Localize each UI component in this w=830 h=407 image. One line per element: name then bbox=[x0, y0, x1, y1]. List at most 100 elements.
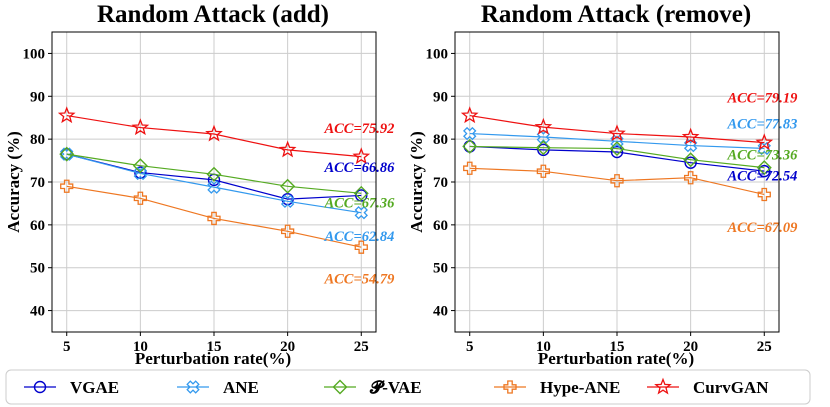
data-point-vgae bbox=[355, 189, 368, 202]
data-point-curvgan bbox=[460, 106, 479, 124]
y-tick-label: 60 bbox=[433, 218, 448, 234]
chart-random-attack-remove: Random Attack (remove) ACC=79.19 ACC=77.8… bbox=[407, 1, 798, 368]
legend-item-vgae: VGAE bbox=[24, 378, 119, 397]
accuracy-annotation: ACC=54.79 bbox=[323, 272, 394, 288]
accuracy-annotation: ACC=67.36 bbox=[323, 196, 395, 212]
legend-marker-p-vae bbox=[332, 379, 348, 395]
series-line-p-vae bbox=[469, 145, 765, 169]
data-point-hype-ane bbox=[354, 240, 368, 254]
series-line-hype-ane bbox=[469, 167, 765, 196]
data-point-hype-ane bbox=[60, 179, 74, 193]
data-point-curvgan bbox=[608, 124, 626, 142]
data-point-p-vae bbox=[756, 160, 772, 176]
data-point-vgae bbox=[684, 156, 697, 169]
y-tick-label: 100 bbox=[23, 46, 46, 62]
x-axis-label: Perturbation rate(%) bbox=[135, 349, 291, 368]
data-point-vgae bbox=[758, 164, 771, 178]
series-curvgan bbox=[57, 106, 371, 165]
series-curvgan bbox=[460, 106, 774, 151]
legend-label: VGAE bbox=[70, 378, 119, 397]
legend-marker-vgae bbox=[33, 380, 47, 394]
data-point-p-vae bbox=[353, 185, 369, 201]
x-tick-label: 20 bbox=[280, 339, 295, 355]
legend-item-hype-ane: Hype-ANE bbox=[494, 378, 620, 397]
y-tick-label: 50 bbox=[30, 261, 45, 277]
plot-frame bbox=[51, 31, 377, 333]
data-point-ane bbox=[683, 138, 698, 153]
y-tick-label: 40 bbox=[30, 304, 45, 320]
data-point-hype-ane bbox=[536, 164, 551, 178]
data-point-ane bbox=[280, 194, 295, 209]
y-tick-label: 80 bbox=[433, 132, 448, 148]
data-point-ane bbox=[463, 126, 477, 141]
y-tick-label: 50 bbox=[433, 261, 448, 277]
data-point-hype-ane bbox=[280, 224, 295, 238]
legend-frame bbox=[5, 369, 811, 405]
y-tick-label: 90 bbox=[433, 89, 448, 105]
data-point-vgae bbox=[610, 145, 624, 159]
data-point-vgae bbox=[60, 147, 73, 161]
data-point-p-vae bbox=[132, 158, 148, 174]
series-line-curvgan bbox=[66, 114, 362, 158]
data-point-p-vae bbox=[206, 166, 222, 182]
accuracy-annotation: ACC=62.84 bbox=[323, 229, 394, 245]
data-point-curvgan bbox=[352, 147, 371, 165]
accuracy-annotation: ACC=77.83 bbox=[726, 116, 797, 132]
legend-marker-hype-ane bbox=[503, 380, 517, 394]
legend-marker-curvgan bbox=[654, 377, 672, 395]
legend-label: ANE bbox=[223, 378, 259, 397]
data-point-p-vae bbox=[59, 146, 75, 162]
accuracy-annotation: ACC=79.19 bbox=[726, 91, 797, 107]
series-hype-ane bbox=[60, 179, 368, 254]
legend-item-ane: ANE bbox=[177, 378, 259, 397]
accuracy-annotation: ACC=73.36 bbox=[726, 147, 798, 163]
y-tick-label: 70 bbox=[30, 175, 45, 191]
y-axis-label: Accuracy (%) bbox=[4, 131, 23, 233]
legend-label: Hype-ANE bbox=[540, 378, 620, 397]
legend-marker-ane bbox=[186, 380, 200, 394]
legend-item-p-vae: 𝓟-VAE bbox=[324, 378, 422, 397]
data-point-vgae bbox=[537, 143, 550, 157]
data-point-curvgan bbox=[131, 118, 150, 136]
x-tick-label: 5 bbox=[63, 339, 71, 355]
data-point-curvgan bbox=[534, 117, 553, 135]
data-point-hype-ane bbox=[683, 171, 698, 185]
y-tick-label: 80 bbox=[30, 132, 45, 148]
data-point-hype-ane bbox=[610, 174, 624, 188]
data-point-ane bbox=[354, 205, 368, 220]
data-point-p-vae bbox=[683, 152, 699, 168]
y-axis-label: Accuracy (%) bbox=[407, 131, 426, 233]
y-tick-label: 60 bbox=[30, 218, 45, 234]
chart-title: Random Attack (remove) bbox=[481, 1, 751, 28]
accuracy-annotation: ACC=75.92 bbox=[323, 121, 394, 137]
x-tick-label: 10 bbox=[133, 339, 148, 355]
data-point-p-vae bbox=[280, 178, 296, 194]
legend-label: CurvGAN bbox=[693, 378, 769, 397]
x-tick-label: 20 bbox=[683, 339, 698, 355]
x-tick-label: 25 bbox=[354, 339, 369, 355]
series-line-vgae bbox=[469, 145, 765, 172]
plot-frame bbox=[454, 31, 780, 333]
data-point-hype-ane bbox=[207, 211, 221, 226]
x-tick-label: 15 bbox=[610, 339, 625, 355]
accuracy-annotation: ACC=67.09 bbox=[726, 220, 797, 236]
series-line-p-vae bbox=[66, 153, 362, 194]
data-point-curvgan bbox=[278, 140, 297, 158]
legend-label: 𝓟-VAE bbox=[369, 378, 422, 397]
series-vgae bbox=[463, 140, 771, 178]
y-tick-label: 100 bbox=[426, 46, 449, 62]
data-point-curvgan bbox=[681, 127, 700, 145]
series-ane bbox=[60, 147, 368, 220]
data-point-curvgan bbox=[205, 124, 223, 142]
series-line-curvgan bbox=[469, 114, 765, 144]
x-axis-label: Perturbation rate(%) bbox=[538, 349, 694, 368]
data-point-curvgan bbox=[755, 133, 774, 151]
data-point-hype-ane bbox=[133, 191, 148, 205]
data-point-ane bbox=[536, 130, 551, 144]
x-tick-label: 10 bbox=[536, 339, 551, 355]
y-tick-label: 40 bbox=[433, 304, 448, 320]
data-point-ane bbox=[207, 180, 221, 194]
accuracy-annotation: ACC=72.54 bbox=[726, 169, 797, 185]
data-point-ane bbox=[133, 166, 148, 181]
